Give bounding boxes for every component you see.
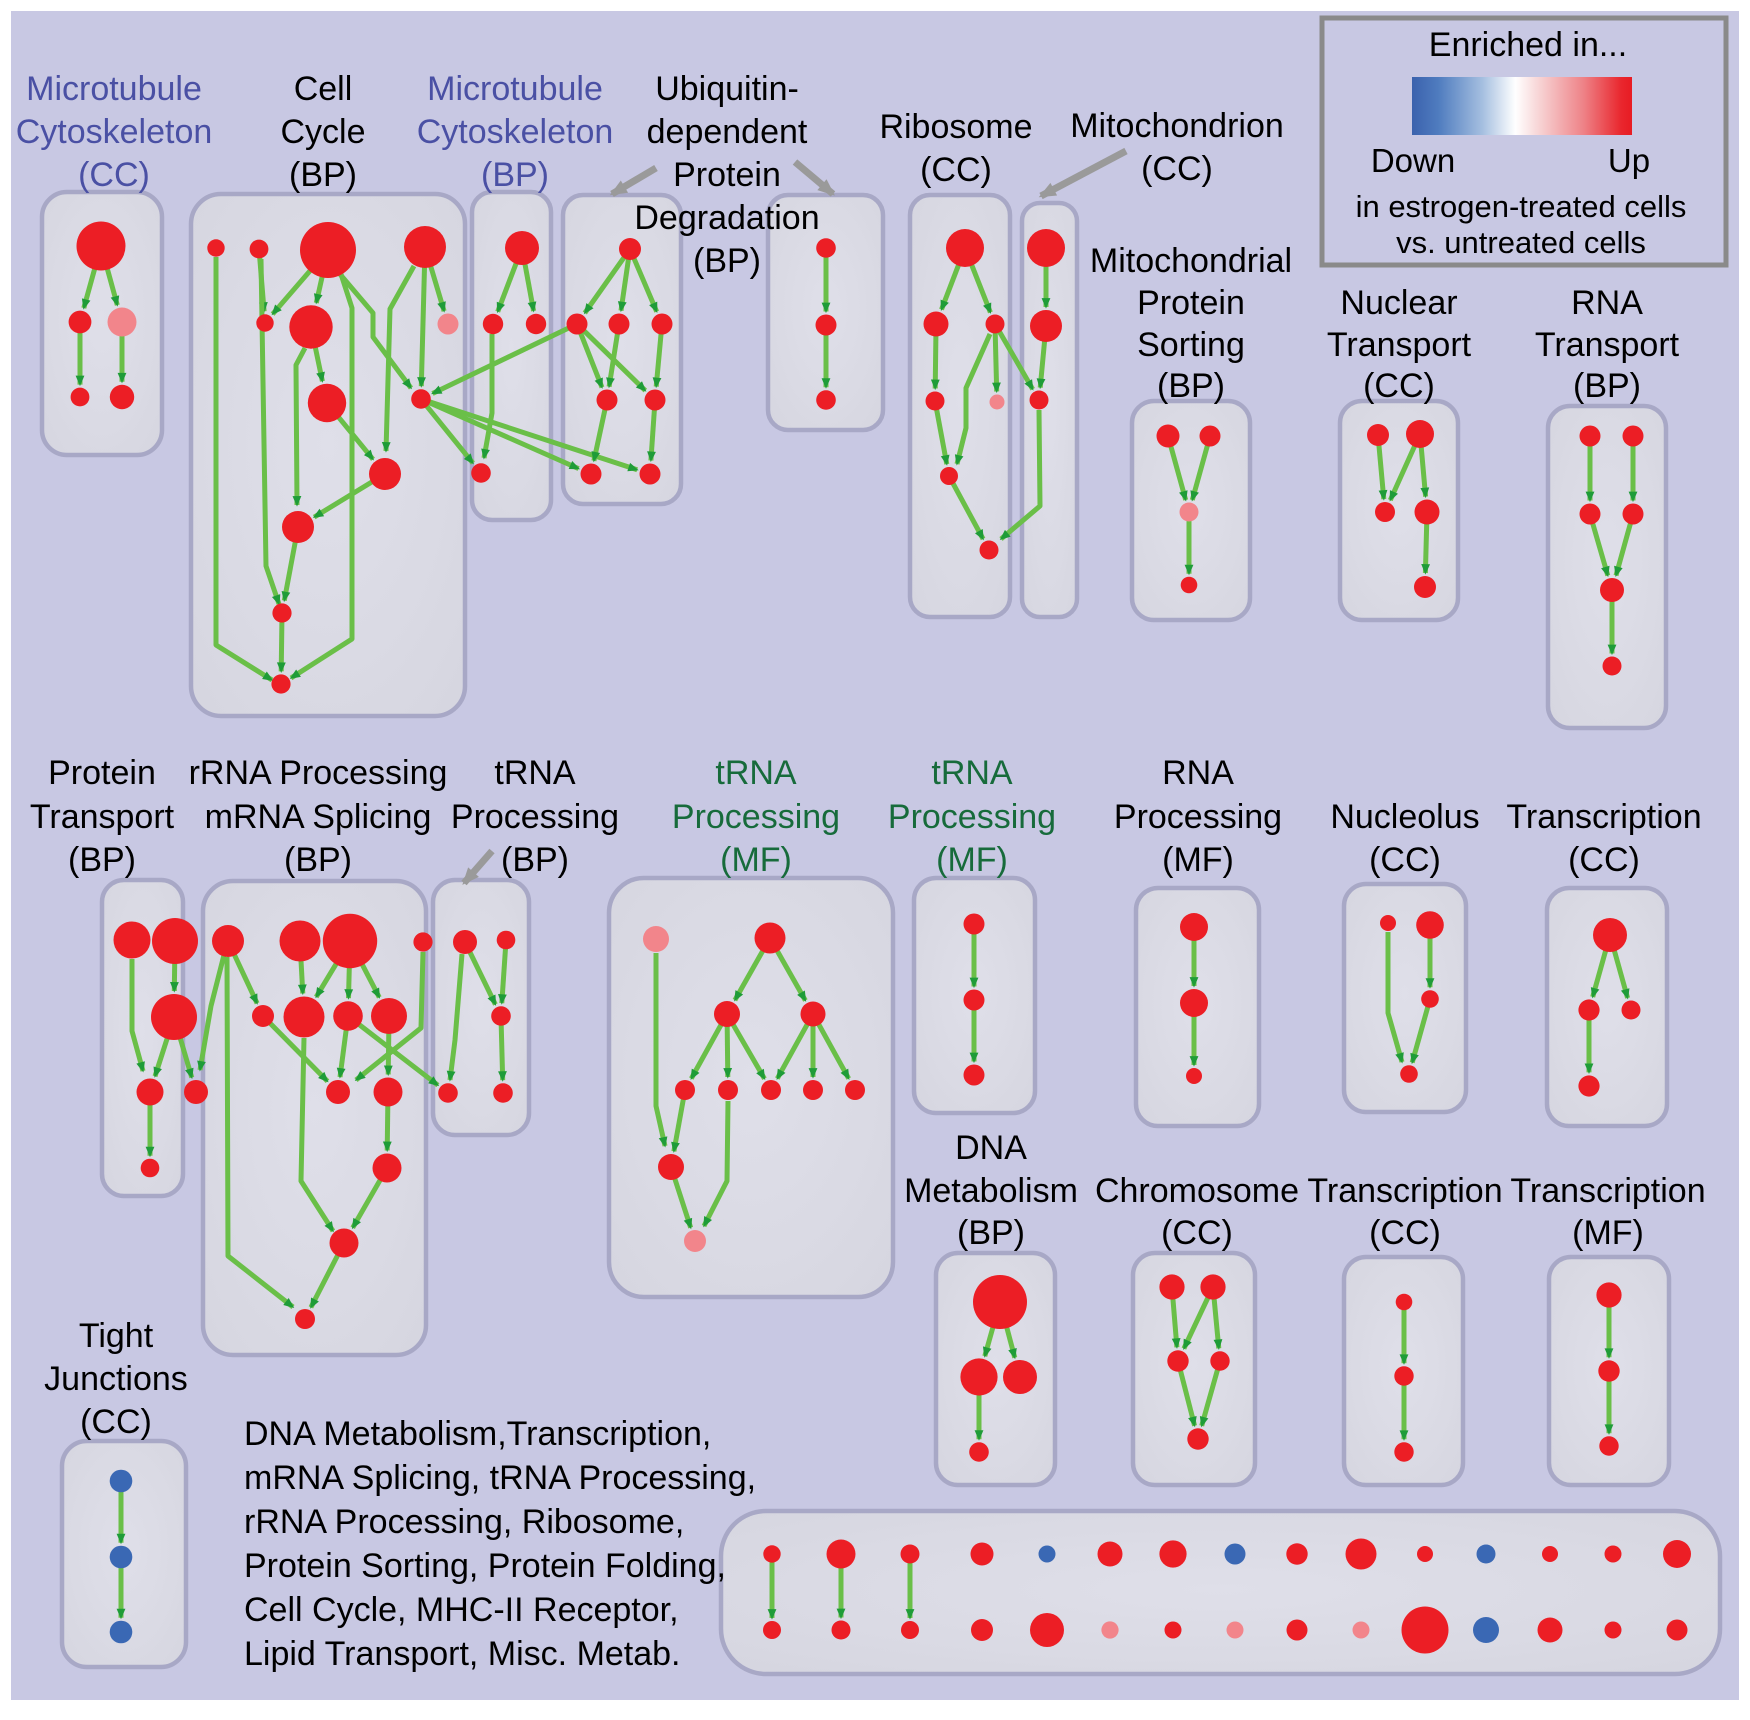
svg-text:(CC): (CC) [1363, 367, 1435, 405]
svg-text:(BP): (BP) [68, 841, 136, 879]
svg-text:mRNA Splicing: mRNA Splicing [205, 798, 432, 836]
svg-text:(CC): (CC) [1161, 1214, 1233, 1252]
svg-text:vs. untreated cells: vs. untreated cells [1396, 225, 1646, 260]
svg-text:Processing: Processing [672, 798, 840, 836]
svg-text:Junctions: Junctions [44, 1360, 188, 1398]
svg-text:in estrogen-treated cells: in estrogen-treated cells [1356, 189, 1687, 224]
svg-text:(BP): (BP) [501, 841, 569, 879]
svg-text:RNA: RNA [1162, 754, 1234, 792]
svg-text:Protein: Protein [673, 156, 781, 194]
svg-text:(BP): (BP) [693, 242, 761, 280]
svg-text:Mitochondrion: Mitochondrion [1070, 107, 1284, 145]
svg-text:(CC): (CC) [1568, 841, 1640, 879]
svg-text:(CC): (CC) [1141, 150, 1213, 188]
svg-text:Ubiquitin-: Ubiquitin- [655, 70, 799, 108]
svg-text:Processing: Processing [888, 798, 1056, 836]
svg-text:Transport: Transport [30, 798, 175, 836]
svg-text:Protein: Protein [48, 754, 156, 792]
svg-text:Cell Cycle, MHC-II Receptor,: Cell Cycle, MHC-II Receptor, [244, 1591, 679, 1629]
svg-text:Enriched in...: Enriched in... [1429, 26, 1627, 64]
svg-text:(BP): (BP) [1573, 367, 1641, 405]
svg-text:Protein Sorting, Protein Foldi: Protein Sorting, Protein Folding, [244, 1547, 726, 1585]
svg-text:(BP): (BP) [284, 841, 352, 879]
svg-text:Sorting: Sorting [1137, 326, 1245, 364]
svg-text:Chromosome: Chromosome [1095, 1172, 1299, 1210]
svg-text:(CC): (CC) [80, 1403, 152, 1441]
svg-text:Protein: Protein [1137, 284, 1245, 322]
svg-text:(BP): (BP) [957, 1214, 1025, 1252]
svg-text:(BP): (BP) [1157, 367, 1225, 405]
svg-text:Microtubule: Microtubule [26, 70, 202, 108]
svg-text:(BP): (BP) [481, 156, 549, 194]
svg-text:Transcription: Transcription [1510, 1172, 1705, 1210]
svg-text:rRNA Processing, Ribosome,: rRNA Processing, Ribosome, [244, 1503, 684, 1541]
svg-text:Tight: Tight [79, 1317, 154, 1355]
svg-text:DNA Metabolism,Transcription,: DNA Metabolism,Transcription, [244, 1415, 711, 1453]
svg-text:Down: Down [1371, 142, 1455, 179]
svg-text:(CC): (CC) [1369, 841, 1441, 879]
svg-text:dependent: dependent [647, 113, 808, 151]
svg-text:Processing: Processing [451, 798, 619, 836]
svg-text:Transport: Transport [1535, 326, 1680, 364]
svg-text:Nuclear: Nuclear [1340, 284, 1457, 322]
svg-text:tRNA: tRNA [494, 754, 576, 792]
svg-text:(CC): (CC) [78, 156, 150, 194]
svg-text:Metabolism: Metabolism [904, 1172, 1078, 1210]
svg-text:tRNA: tRNA [715, 754, 797, 792]
svg-text:Nucleolus: Nucleolus [1330, 798, 1479, 836]
svg-text:Microtubule: Microtubule [427, 70, 603, 108]
svg-text:rRNA Processing: rRNA Processing [189, 754, 448, 792]
svg-text:RNA: RNA [1571, 284, 1643, 322]
svg-text:tRNA: tRNA [931, 754, 1013, 792]
svg-text:Mitochondrial: Mitochondrial [1090, 242, 1292, 280]
svg-text:Up: Up [1608, 142, 1650, 179]
svg-text:Ribosome: Ribosome [879, 108, 1032, 146]
svg-text:Transcription: Transcription [1307, 1172, 1502, 1210]
svg-text:(MF): (MF) [1572, 1214, 1644, 1252]
svg-text:(CC): (CC) [920, 151, 992, 189]
svg-text:Cytoskeleton: Cytoskeleton [417, 113, 614, 151]
svg-text:(CC): (CC) [1369, 1214, 1441, 1252]
svg-text:Cycle: Cycle [280, 113, 365, 151]
svg-text:Degradation: Degradation [634, 199, 819, 237]
svg-text:Transcription: Transcription [1506, 798, 1701, 836]
svg-text:Cell: Cell [294, 70, 353, 108]
svg-text:(MF): (MF) [720, 841, 792, 879]
svg-text:Cytoskeleton: Cytoskeleton [16, 113, 213, 151]
svg-text:(BP): (BP) [289, 156, 357, 194]
svg-text:(MF): (MF) [936, 841, 1008, 879]
svg-text:DNA: DNA [955, 1129, 1027, 1167]
svg-text:mRNA Splicing, tRNA Processing: mRNA Splicing, tRNA Processing, [244, 1459, 756, 1497]
svg-text:Processing: Processing [1114, 798, 1282, 836]
svg-text:Lipid Transport, Misc. Metab.: Lipid Transport, Misc. Metab. [244, 1635, 681, 1673]
svg-text:(MF): (MF) [1162, 841, 1234, 879]
svg-text:Transport: Transport [1327, 326, 1472, 364]
